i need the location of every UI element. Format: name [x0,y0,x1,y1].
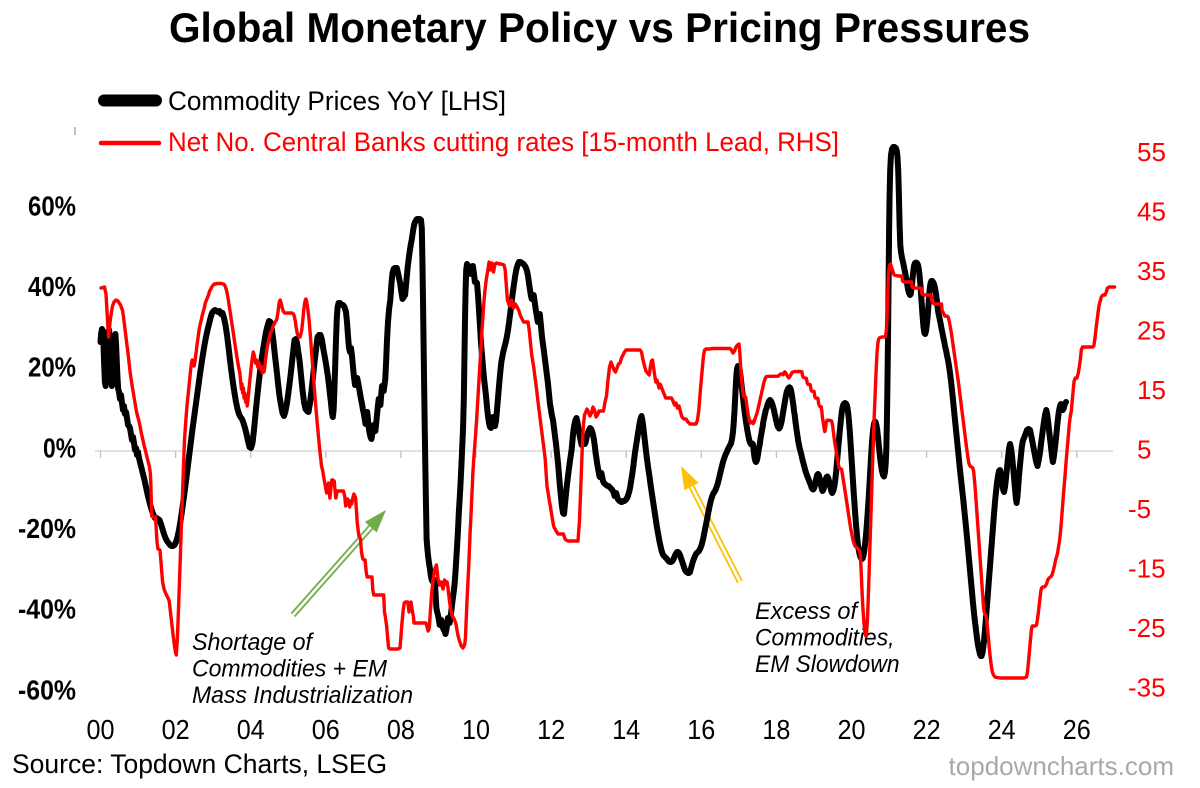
svg-text:-40%: -40% [18,594,76,625]
svg-text:26: 26 [1063,714,1091,745]
svg-text:EM Slowdown: EM Slowdown [755,651,900,678]
svg-text:24: 24 [988,714,1016,745]
svg-text:40%: 40% [28,271,76,302]
svg-text:-15: -15 [1128,553,1166,583]
svg-text:00: 00 [87,714,115,745]
svg-text:02: 02 [162,714,190,745]
svg-text:60%: 60% [28,190,76,221]
svg-text:12: 12 [537,714,565,745]
svg-text:20%: 20% [28,352,76,383]
svg-text:35: 35 [1137,256,1166,286]
svg-text:0%: 0% [43,432,76,463]
svg-text:Excess of: Excess of [755,598,859,625]
svg-text:Mass Industrialization: Mass Industrialization [192,682,413,709]
svg-text:Commodities,: Commodities, [755,625,895,652]
svg-text:-25: -25 [1128,613,1166,643]
svg-text:55: 55 [1137,137,1166,167]
svg-text:-20%: -20% [18,513,76,544]
svg-text:topdowncharts.com: topdowncharts.com [949,751,1174,781]
svg-text:-5: -5 [1128,494,1151,524]
svg-text:22: 22 [913,714,941,745]
svg-text:15: 15 [1137,375,1166,405]
svg-text:45: 45 [1137,196,1166,226]
svg-text:-35: -35 [1128,672,1166,702]
svg-text:10: 10 [462,714,490,745]
svg-text:08: 08 [387,714,415,745]
svg-text:06: 06 [312,714,340,745]
svg-text:04: 04 [237,714,265,745]
svg-text:14: 14 [612,714,640,745]
svg-text:Shortage of: Shortage of [192,629,314,656]
svg-text:-60%: -60% [18,674,76,705]
svg-text:25: 25 [1137,315,1166,345]
svg-text:Commodity Prices YoY [LHS]: Commodity Prices YoY [LHS] [168,86,506,116]
svg-text:Global Monetary Policy vs Pric: Global Monetary Policy vs Pricing Pressu… [169,4,1030,51]
svg-text:Net No. Central Banks cutting: Net No. Central Banks cutting rates [15-… [168,127,839,157]
svg-text:16: 16 [687,714,715,745]
svg-text:5: 5 [1137,434,1151,464]
svg-text:18: 18 [762,714,790,745]
svg-text:Source: Topdown Charts, LSEG: Source: Topdown Charts, LSEG [12,749,387,779]
svg-text:Commodities + EM: Commodities + EM [192,656,387,683]
svg-text:20: 20 [838,714,866,745]
